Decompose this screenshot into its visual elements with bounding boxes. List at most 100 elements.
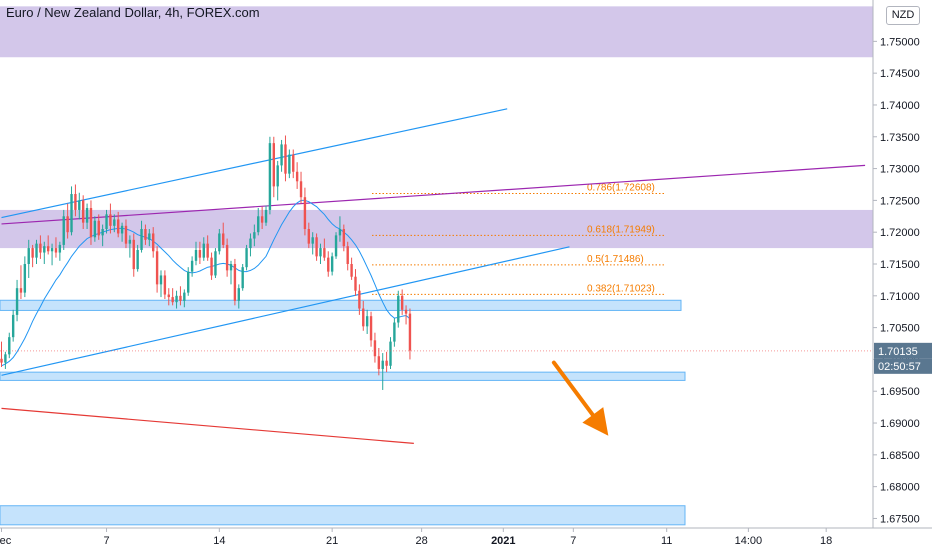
candle-body xyxy=(85,208,89,223)
candle xyxy=(23,256,27,298)
x-tick-label: 14 xyxy=(213,535,225,547)
candle-body xyxy=(23,264,27,293)
candle-body xyxy=(179,295,182,301)
fibonacci-levels: 0.786(1.72608) 0.618(1.71949) 0.5(1.71486)… xyxy=(372,183,666,295)
trendline-channel-top xyxy=(1,108,508,219)
candle-body xyxy=(338,229,342,236)
x-tick-label: 7 xyxy=(570,535,576,547)
candle xyxy=(0,341,3,368)
chart-title: Euro / New Zealand Dollar, 4h, FOREX.com xyxy=(6,5,260,20)
candle-body xyxy=(15,288,19,315)
candle-body xyxy=(101,229,104,236)
candle xyxy=(113,214,116,233)
candle-body xyxy=(54,248,58,253)
candle-body xyxy=(155,251,159,285)
candle-body xyxy=(136,250,139,270)
candle xyxy=(377,347,381,376)
candle-body xyxy=(315,237,318,257)
candle xyxy=(159,270,163,298)
candle xyxy=(257,208,260,236)
candle xyxy=(136,244,139,272)
candle xyxy=(101,224,104,247)
candle xyxy=(311,232,314,255)
candle xyxy=(85,203,89,230)
candle xyxy=(350,257,353,280)
candle xyxy=(330,252,334,276)
projection-arrow xyxy=(551,360,609,436)
candle xyxy=(105,209,108,234)
candle-body xyxy=(264,209,268,223)
candle xyxy=(315,233,318,261)
y-tick-label: 1.71500 xyxy=(880,259,920,271)
candle-body xyxy=(292,154,295,172)
candle xyxy=(50,243,54,266)
candle xyxy=(54,237,58,258)
candle-body xyxy=(404,309,408,314)
candle-body xyxy=(8,337,11,355)
candles xyxy=(0,135,412,390)
candle-body xyxy=(389,341,392,366)
candle-body xyxy=(105,214,108,230)
trendlines xyxy=(1,108,866,444)
candle-body xyxy=(295,171,299,182)
candle-body xyxy=(81,200,85,223)
candle xyxy=(43,241,46,264)
candle xyxy=(229,260,233,285)
candle-body xyxy=(365,316,369,327)
candle-body xyxy=(124,225,128,244)
fib-level-label: 0.618(1.71949) xyxy=(587,224,655,235)
candle xyxy=(97,214,100,240)
candle-body xyxy=(62,216,65,245)
candle-body xyxy=(323,248,326,258)
candle-body xyxy=(260,216,264,223)
y-tick-label: 1.73500 xyxy=(880,132,920,144)
y-tick-label: 1.69000 xyxy=(880,418,920,430)
x-tick-label: 2021 xyxy=(491,535,515,547)
moving-average xyxy=(1,199,411,367)
candle xyxy=(299,171,303,204)
candle-body xyxy=(214,251,217,276)
candle-body xyxy=(268,143,272,210)
candle-body xyxy=(167,294,170,298)
candle xyxy=(381,353,384,390)
candle xyxy=(218,229,221,255)
x-tick-label: Dec xyxy=(0,535,12,547)
candle xyxy=(338,216,342,242)
candle-body xyxy=(11,314,15,338)
candle xyxy=(167,288,170,306)
zone xyxy=(0,6,873,58)
candle xyxy=(404,305,408,325)
candle-body xyxy=(327,257,330,272)
candle-body xyxy=(253,232,256,239)
candle-body xyxy=(330,256,334,272)
candle-body xyxy=(93,220,97,238)
candle-body xyxy=(58,244,62,253)
candle xyxy=(397,290,400,328)
candle-body xyxy=(159,275,163,285)
candle-body xyxy=(229,264,233,271)
candle xyxy=(323,238,326,261)
trendline-long-term-resistance xyxy=(1,164,866,225)
candle-body xyxy=(19,288,23,293)
candle xyxy=(373,332,377,363)
candle xyxy=(268,136,272,215)
candle-body xyxy=(50,248,54,252)
candle-body xyxy=(397,295,400,323)
supply-demand-zones xyxy=(0,6,873,526)
candle xyxy=(74,184,77,217)
candle-body xyxy=(27,248,30,264)
candle xyxy=(175,290,178,309)
candle xyxy=(365,309,369,334)
candle xyxy=(327,251,330,277)
candle-body xyxy=(284,144,287,174)
zone xyxy=(0,299,682,311)
candle-body xyxy=(233,264,237,301)
candle-body xyxy=(117,219,120,234)
candle-body xyxy=(171,297,174,303)
zone xyxy=(0,371,686,381)
candle xyxy=(93,216,97,242)
currency-badge[interactable]: NZD xyxy=(886,6,920,25)
candle xyxy=(140,220,143,253)
candle xyxy=(354,269,357,296)
